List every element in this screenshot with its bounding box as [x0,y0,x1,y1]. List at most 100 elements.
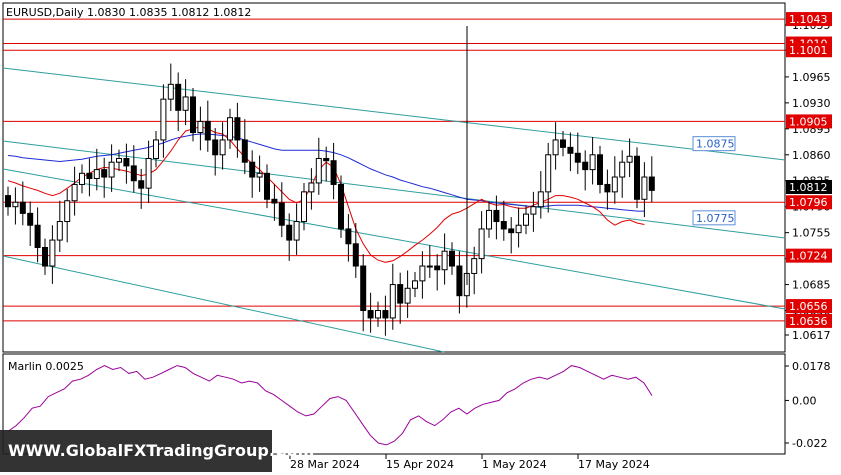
candle-body [604,183,611,193]
candle-body [323,157,330,162]
candle-body [515,224,522,234]
watermark-backdrop [0,430,272,472]
level-label-box [786,43,832,58]
candle-body [441,250,448,271]
chart-title: EURUSD,Daily 1.0830 1.0835 1.0812 1.0812 [6,6,251,19]
candle-body [419,265,426,282]
level-label: 1.1001 [789,44,828,57]
annotation-label: 1.0775 [696,212,735,225]
level-label: 1.1043 [789,13,828,26]
date-axis: 28 Mar 2024 15 Apr 2024 1 May 2024 17 May 2… [289,454,650,471]
candle-body [589,154,596,171]
level-label-box [786,299,832,314]
current-price-label: 1.0812 [789,181,828,194]
channel-line-upper [2,67,786,161]
price-tick-label: 1.0617 [792,329,831,342]
level-label-box [786,114,832,129]
candle-body [12,201,19,208]
candle-body [352,243,359,267]
level-label-box [786,195,832,210]
candle-body [500,221,507,230]
level-label: 1.0724 [789,250,828,263]
candle-body [182,96,189,111]
channel-annotations: 1.0875 1.0775 [692,136,736,226]
candle-body [552,139,559,156]
indicator-axis: 0.0178 0.00 -0.022 [785,360,831,450]
indicator-tick-label: 0.00 [792,394,817,407]
candle-body [449,250,455,267]
price-tick-label: 1.0965 [792,71,831,84]
marlin-line [7,365,653,446]
candle-body [338,183,344,230]
candle-body [42,246,48,267]
candle-body [249,161,256,178]
candle-body [641,176,648,200]
candle-body [19,201,26,214]
candle-body [145,157,152,189]
candle-body [79,172,85,185]
candle-body [619,161,626,178]
candle-body [471,258,478,274]
level-label: 1.0656 [789,300,828,313]
date-tick-label: 17 May 2024 [578,458,650,471]
candle-body [271,198,278,204]
candle-body [360,265,367,312]
candle-body [278,202,285,226]
candle-body [611,176,618,193]
candle-body [367,310,374,319]
candle-body [523,213,529,226]
candle-body [397,284,404,304]
level-label: 1.0636 [789,315,828,328]
candle-body [315,157,322,184]
candle-body [537,191,544,208]
horizontal-levels [3,18,785,322]
candle-body [648,176,655,191]
candle-body [256,172,263,178]
candle-body [382,310,389,319]
main-price-panel: EURUSD,Daily 1.0830 1.0835 1.0812 1.0812 [2,2,786,353]
candle-body [301,191,307,223]
level-label: 1.0796 [789,196,828,209]
candle-body [286,224,293,241]
annotation-label: 1.0875 [696,138,735,151]
candle-body [64,200,71,223]
candle-body [160,98,167,141]
candle-body [49,239,56,267]
candle-body [153,139,159,159]
candle-body [567,146,574,154]
date-tick-label: 15 Apr 2024 [386,458,454,471]
candle-body [190,96,196,134]
candle-body [71,183,78,202]
candle-body [389,284,396,319]
candle-body [345,228,352,245]
current-price-tag: 1.0812 [786,180,832,194]
annotation-box [692,136,736,152]
candle-body [27,212,34,226]
level-labels: 1.10431.10101.10011.09051.07961.07241.06… [786,12,832,328]
candle-body [5,195,11,208]
candle-body [308,182,315,193]
candle-body [493,209,500,223]
candle-body [486,209,492,230]
watermark: WWW.GlobalFXTradingGroup.Com [0,430,314,472]
channel-line-outer-lower [2,255,445,353]
level-label: 1.0905 [789,115,828,128]
level-label-box [786,12,832,27]
candle-body [375,310,381,319]
price-tick-label: 1.0860 [792,149,831,162]
indicator-tick-label: -0.022 [792,437,827,450]
candle-body [530,206,537,215]
price-tick-label: 1.0755 [792,227,831,240]
candle-body [116,157,122,163]
indicator-tick-label: 0.0178 [792,360,831,373]
watermark-text: WWW.GlobalFXTradingGroup.Com [8,441,314,460]
candle-body [560,139,566,148]
candle-body [634,155,640,200]
candle-body [264,172,270,200]
date-tick-label: 1 May 2024 [482,458,547,471]
candle-body [404,287,411,304]
candle-body [478,228,485,260]
candle-body [108,161,115,178]
candle-body [175,83,182,111]
